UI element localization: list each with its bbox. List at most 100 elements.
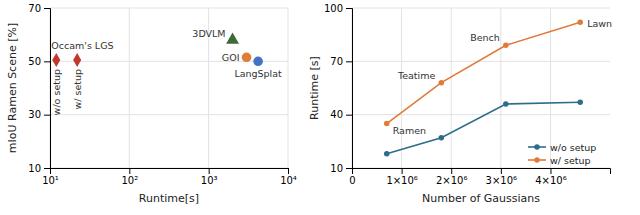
marks xyxy=(52,33,263,67)
x-tick: 10⁴ xyxy=(280,168,297,186)
series-marker xyxy=(503,43,509,49)
x-tick: 10³ xyxy=(201,168,218,186)
x-tick-label: 0 xyxy=(349,175,355,186)
x-tick-label: 4×10⁶ xyxy=(535,175,566,186)
grid-line-y xyxy=(352,61,610,62)
grid-line-y xyxy=(50,114,288,115)
grid-line-x xyxy=(129,8,130,168)
grid-line-y xyxy=(352,114,610,115)
x-tick-label: 10³ xyxy=(201,175,218,186)
x-tick-mark xyxy=(209,168,210,174)
scatter-point xyxy=(52,53,60,67)
x-axis-title: Runtime[s] xyxy=(139,192,199,205)
annotation: w/o setup xyxy=(51,69,62,115)
x-axis-line xyxy=(51,169,289,175)
scatter-point xyxy=(253,57,263,67)
grid-line-x xyxy=(288,8,289,168)
y-tick-label: 70 xyxy=(28,3,41,14)
grid-line-y xyxy=(50,61,288,62)
y-tick: 40 xyxy=(330,109,352,120)
x-tick-mark xyxy=(550,168,551,174)
y-tick-mark xyxy=(44,115,50,116)
x-tick-label: 2×10⁶ xyxy=(436,175,467,186)
y-tick-label: 50 xyxy=(28,56,41,67)
y-tick-mark xyxy=(44,8,50,9)
series-marker xyxy=(577,19,583,25)
legend-swatch-marker xyxy=(534,144,540,150)
x-tick-mark xyxy=(501,168,502,174)
x-tick-label: 10² xyxy=(121,175,138,186)
annotation: w/ setup xyxy=(72,69,83,110)
y-axis: 10 40 70 100 xyxy=(324,3,353,174)
series-marker xyxy=(384,121,390,127)
series-line xyxy=(387,22,581,123)
grid-line-x xyxy=(451,8,452,168)
legend: w/o setup w/ setup xyxy=(528,142,596,166)
grid-line-x xyxy=(500,8,501,168)
panel: 01×10⁶2×10⁶3×10⁶4×10⁶104070100Number of … xyxy=(308,3,612,205)
x-tick-mark xyxy=(288,168,289,174)
annotation: GOI xyxy=(222,52,240,63)
x-tick-mark xyxy=(129,168,130,174)
marks xyxy=(384,19,583,156)
x-tick-label: 1×10⁶ xyxy=(386,175,417,186)
x-axis: 0 1×10⁶ 2×10⁶ 3×10⁶ 4×10⁶ xyxy=(349,168,610,186)
series-marker xyxy=(439,80,445,86)
annotation: Teatime xyxy=(397,70,435,81)
annotation: LangSplat xyxy=(234,68,282,79)
x-tick-label: 3×10⁶ xyxy=(486,175,517,186)
y-tick: 70 xyxy=(28,3,50,14)
x-tick: 10¹ xyxy=(42,168,59,186)
y-tick-label: 100 xyxy=(324,3,343,14)
y-tick: 10 xyxy=(28,163,50,174)
series-marker xyxy=(439,135,445,141)
legend-label: w/o setup xyxy=(550,142,596,153)
annotation: 3DVLM xyxy=(192,28,225,39)
legend-item: w/o setup xyxy=(528,142,596,153)
x-tick: 2×10⁶ xyxy=(436,168,467,186)
legend-label: w/ setup xyxy=(550,155,591,166)
series-marker xyxy=(384,151,390,157)
y-tick-label: 30 xyxy=(28,109,41,120)
legend-item: w/ setup xyxy=(528,155,591,166)
y-tick-mark xyxy=(346,168,352,169)
y-tick: 50 xyxy=(28,56,50,67)
y-axis-title: mIoU Ramen Scene [%] xyxy=(6,23,19,153)
x-tick-label: 10⁴ xyxy=(280,175,297,186)
annotation: Lawn xyxy=(587,18,612,29)
y-tick-mark xyxy=(44,168,50,169)
panel: 10¹ 10² 10³ 10⁴ 10 30 50 70 Runtime[s] mIoU Ramen… xyxy=(6,3,297,205)
annotation: Occam's LGS xyxy=(51,40,113,51)
y-tick-label: 70 xyxy=(330,56,343,67)
y-tick-mark xyxy=(346,115,352,116)
scatter-point xyxy=(226,33,239,44)
x-tick: 0 xyxy=(349,168,355,186)
chart: 10¹ 10² 10³ 10⁴ 10 30 50 70 Runtime[s] mIoU Ramen… xyxy=(0,0,640,215)
x-tick: 4×10⁶ xyxy=(535,168,566,186)
scatter-point xyxy=(242,53,252,63)
annotation: Bench xyxy=(470,32,500,43)
y-tick: 100 xyxy=(324,3,352,14)
y-tick-mark xyxy=(44,61,50,62)
legend-swatch-marker xyxy=(534,157,540,163)
series-marker xyxy=(577,99,583,105)
x-tick: 10² xyxy=(121,168,138,186)
grid xyxy=(50,8,288,168)
annotation: Ramen xyxy=(393,125,426,136)
y-tick: 10 xyxy=(330,163,352,174)
x-tick: 1×10⁶ xyxy=(386,168,417,186)
grid xyxy=(352,8,610,168)
y-tick: 30 xyxy=(28,109,50,120)
y-tick-mark xyxy=(346,8,352,9)
series-marker xyxy=(503,101,509,107)
y-axis-line xyxy=(44,9,51,169)
x-axis: 10¹ 10² 10³ 10⁴ xyxy=(42,168,297,186)
scatter-point xyxy=(73,53,81,67)
y-tick-label: 40 xyxy=(330,109,343,120)
x-tick-label: 10¹ xyxy=(42,175,59,186)
y-axis-line xyxy=(346,9,353,169)
x-tick-mark xyxy=(402,168,403,174)
y-tick-label: 10 xyxy=(28,163,41,174)
x-tick-mark xyxy=(451,168,452,174)
grid-line-y xyxy=(50,8,288,9)
